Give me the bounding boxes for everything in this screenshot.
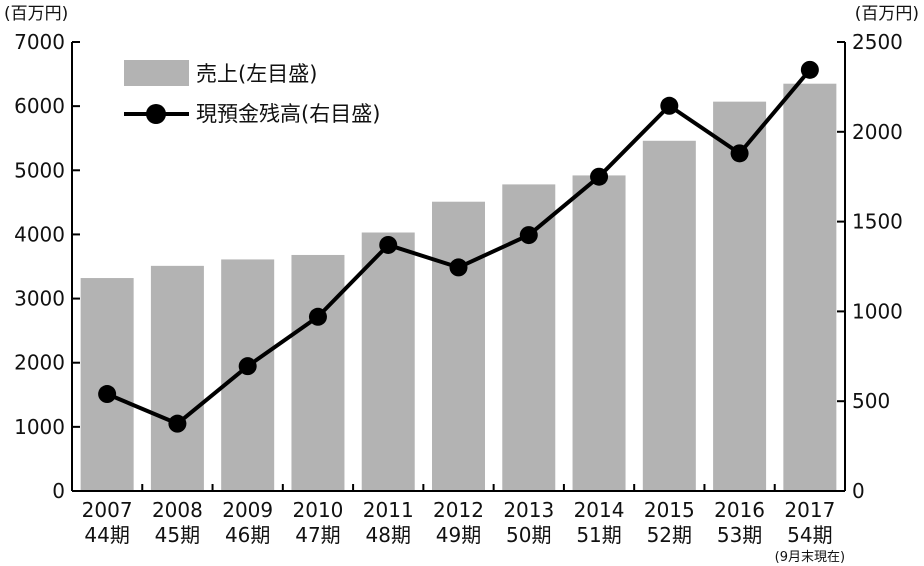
category-sublabel-2010: 47期 bbox=[295, 523, 340, 547]
right-tick-label-0: 0 bbox=[852, 479, 865, 503]
right-tick-label-2500: 2500 bbox=[852, 30, 903, 54]
right-tick-label-2000: 2000 bbox=[852, 120, 903, 144]
category-sublabel-2016: 53期 bbox=[717, 523, 762, 547]
category-sublabel-2014: 51期 bbox=[576, 523, 621, 547]
category-sublabel-2017: 54期 bbox=[787, 523, 832, 547]
left-tick-label-6000: 6000 bbox=[14, 94, 65, 118]
legend-line-label: 現預金残高(右目盛) bbox=[196, 102, 380, 126]
left-tick-label-4000: 4000 bbox=[14, 222, 65, 246]
bar-2014 bbox=[572, 175, 626, 491]
line-layer bbox=[98, 60, 819, 433]
left-tick-label-2000: 2000 bbox=[14, 351, 65, 375]
bar-2012 bbox=[432, 201, 485, 492]
category-label-2013: 2013 bbox=[503, 498, 554, 522]
category-label-2014: 2014 bbox=[574, 498, 625, 522]
cash-point-2015 bbox=[660, 96, 679, 115]
cash-point-2017 bbox=[800, 60, 819, 79]
legend: 売上(左目盛) 現預金残高(右目盛) bbox=[124, 60, 380, 126]
bar-2010 bbox=[291, 254, 345, 491]
cash-point-2007 bbox=[98, 385, 117, 404]
bar-2016 bbox=[713, 101, 767, 491]
cash-point-2012 bbox=[449, 258, 468, 277]
cash-point-2016 bbox=[730, 144, 749, 163]
left-tick-label-1000: 1000 bbox=[14, 415, 65, 439]
left-unit-label: (百万円) bbox=[4, 4, 68, 24]
cash-point-2011 bbox=[379, 235, 398, 254]
bar-2008 bbox=[150, 265, 204, 491]
legend-bar-swatch bbox=[124, 60, 189, 86]
left-tick-label-5000: 5000 bbox=[14, 158, 65, 182]
labels-layer: 0 1000 2000 3000 4000 5000 6000 7000 0 500 1000 150… bbox=[4, 4, 919, 565]
cash-point-2010 bbox=[308, 307, 327, 326]
right-tick-label-1500: 1500 bbox=[852, 210, 903, 234]
left-tick-label-7000: 7000 bbox=[14, 30, 65, 54]
bar-2009 bbox=[221, 259, 275, 491]
category-sublabel-2012: 49期 bbox=[436, 523, 481, 547]
category-sublabel-2009: 46期 bbox=[225, 523, 270, 547]
bar-2011 bbox=[361, 232, 415, 492]
bar-2017 bbox=[783, 83, 837, 491]
axes-layer bbox=[71, 41, 846, 492]
bars-layer bbox=[80, 83, 837, 492]
category-label-2017: 2017 bbox=[784, 498, 835, 522]
cash-point-2013 bbox=[519, 226, 538, 245]
category-sublabel-2015: 52期 bbox=[647, 523, 692, 547]
category-label-2008: 2008 bbox=[152, 498, 203, 522]
right-unit-label: (百万円) bbox=[855, 4, 919, 24]
bar-2015 bbox=[642, 140, 696, 491]
right-tick-label-1000: 1000 bbox=[852, 299, 903, 323]
category-sublabel-2011: 48期 bbox=[366, 523, 411, 547]
category-note: (9月末現在) bbox=[775, 550, 845, 565]
category-label-2009: 2009 bbox=[222, 498, 273, 522]
right-tick-label-500: 500 bbox=[852, 389, 890, 413]
category-label-2012: 2012 bbox=[433, 498, 484, 522]
category-label-2015: 2015 bbox=[644, 498, 695, 522]
category-label-2016: 2016 bbox=[714, 498, 765, 522]
bar-2007 bbox=[80, 278, 134, 491]
cash-point-2014 bbox=[590, 167, 609, 186]
category-label-2007: 2007 bbox=[82, 498, 133, 522]
cash-point-2009 bbox=[238, 357, 257, 376]
left-tick-label-0: 0 bbox=[52, 479, 65, 503]
category-sublabel-2008: 45期 bbox=[155, 523, 200, 547]
category-sublabel-2007: 44期 bbox=[84, 523, 129, 547]
category-label-2010: 2010 bbox=[293, 498, 344, 522]
legend-bar-label: 売上(左目盛) bbox=[196, 62, 317, 86]
cash-point-2008 bbox=[168, 414, 187, 433]
category-sublabel-2013: 50期 bbox=[506, 523, 551, 547]
legend-line-marker bbox=[146, 104, 166, 124]
left-tick-label-3000: 3000 bbox=[14, 287, 65, 311]
category-label-2011: 2011 bbox=[363, 498, 414, 522]
